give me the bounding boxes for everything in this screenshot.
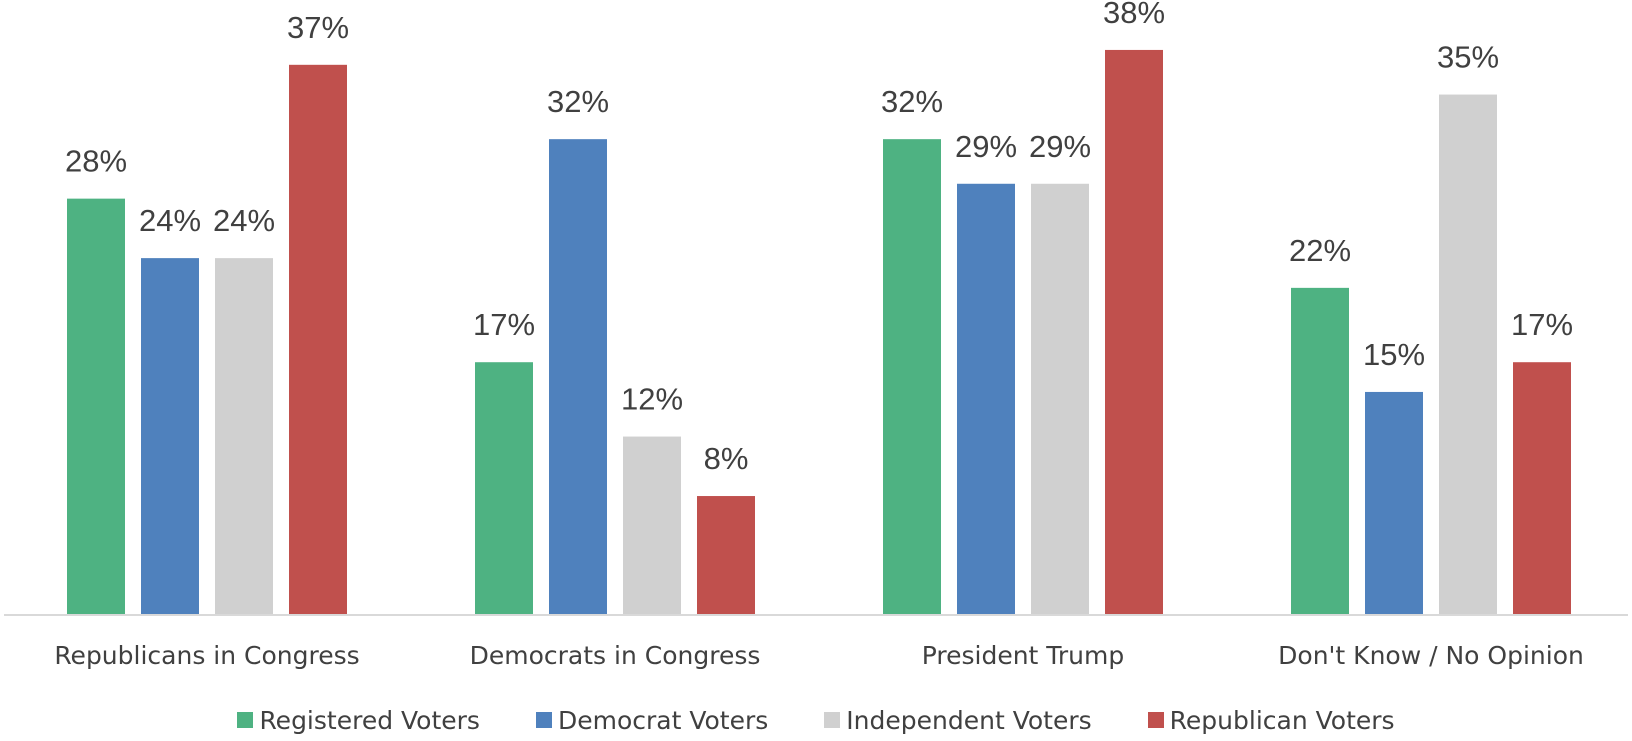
bar-don-t-know-no-opinion-registered-voters — [1291, 287, 1349, 615]
bar-president-trump-independent-voters — [1031, 183, 1089, 615]
bar-republicans-in-congress-independent-voters — [215, 258, 273, 615]
category-labels-layer: Republicans in Congress Democrats in Cong… — [54, 641, 1584, 670]
bar-don-t-know-no-opinion-republican-voters — [1513, 362, 1571, 615]
bar-don-t-know-no-opinion-democrat-voters — [1365, 391, 1423, 615]
legend-label-registered-voters: Registered Voters — [259, 705, 480, 735]
bar-democrats-in-congress-independent-voters — [623, 436, 681, 615]
data-label-democrats-in-congress-independent-voters: 12% — [621, 382, 683, 417]
bar-president-trump-registered-voters — [883, 139, 941, 615]
legend-label-independent-voters: Independent Voters — [846, 705, 1092, 735]
data-label-republicans-in-congress-democrat-voters: 24% — [139, 203, 201, 238]
bar-republicans-in-congress-registered-voters — [67, 198, 125, 615]
data-label-president-trump-registered-voters: 32% — [881, 84, 943, 119]
data-label-don-t-know-no-opinion-independent-voters: 35% — [1437, 40, 1499, 75]
data-label-republicans-in-congress-independent-voters: 24% — [213, 203, 275, 238]
data-label-president-trump-democrat-voters: 29% — [955, 129, 1017, 164]
data-label-don-t-know-no-opinion-democrat-voters: 15% — [1363, 337, 1425, 372]
chart-plot-area: 28% 24% 24% 37% 17% 32% 12% 8% 32% 29% 29% 38% 22% 15… — [4, 0, 1628, 670]
category-label-republicans-in-congress: Republicans in Congress — [54, 641, 359, 670]
category-label-president-trump: President Trump — [922, 641, 1125, 670]
data-label-president-trump-independent-voters: 29% — [1029, 129, 1091, 164]
bar-democrats-in-congress-republican-voters — [697, 496, 755, 615]
legend-swatch-registered-voters — [237, 712, 254, 728]
data-label-democrats-in-congress-republican-voters: 8% — [704, 441, 749, 476]
value-labels-layer: 28% 24% 24% 37% 17% 32% 12% 8% 32% 29% 29% 38% 22% 15… — [65, 0, 1573, 476]
legend-swatch-democrat-voters — [535, 712, 552, 728]
bar-democrats-in-congress-registered-voters — [475, 362, 533, 615]
category-label-don-t-know-no-opinion: Don't Know / No Opinion — [1278, 641, 1584, 670]
legend-label-democrat-voters: Democrat Voters — [557, 705, 769, 735]
bar-president-trump-republican-voters — [1105, 49, 1163, 615]
data-label-republicans-in-congress-registered-voters: 28% — [65, 144, 127, 179]
legend-label-republican-voters: Republican Voters — [1169, 705, 1395, 735]
legend-item-registered-voters: Registered Voters — [237, 706, 480, 735]
bar-democrats-in-congress-democrat-voters — [549, 139, 607, 615]
bar-republicans-in-congress-democrat-voters — [141, 258, 199, 615]
bar-don-t-know-no-opinion-independent-voters — [1439, 94, 1497, 616]
bar-republicans-in-congress-republican-voters — [289, 64, 347, 615]
data-label-democrats-in-congress-democrat-voters: 32% — [547, 84, 609, 119]
bar-president-trump-democrat-voters — [957, 183, 1015, 615]
legend-item-democrat-voters: Democrat Voters — [535, 705, 769, 735]
legend-swatch-republican-voters — [1147, 712, 1164, 728]
legend-item-republican-voters: Republican Voters — [1147, 705, 1395, 735]
data-label-don-t-know-no-opinion-registered-voters: 22% — [1289, 233, 1351, 268]
data-label-president-trump-republican-voters: 38% — [1103, 0, 1165, 30]
legend: Registered Voters Democrat Voters Independ… — [0, 700, 1632, 740]
category-label-democrats-in-congress: Democrats in Congress — [470, 641, 761, 670]
legend-item-independent-voters: Independent Voters — [824, 705, 1092, 735]
bars-layer — [67, 49, 1571, 616]
data-label-don-t-know-no-opinion-republican-voters: 17% — [1511, 307, 1573, 342]
legend-swatch-independent-voters — [824, 712, 841, 728]
data-label-democrats-in-congress-registered-voters: 17% — [473, 307, 535, 342]
data-label-republicans-in-congress-republican-voters: 37% — [287, 10, 349, 45]
